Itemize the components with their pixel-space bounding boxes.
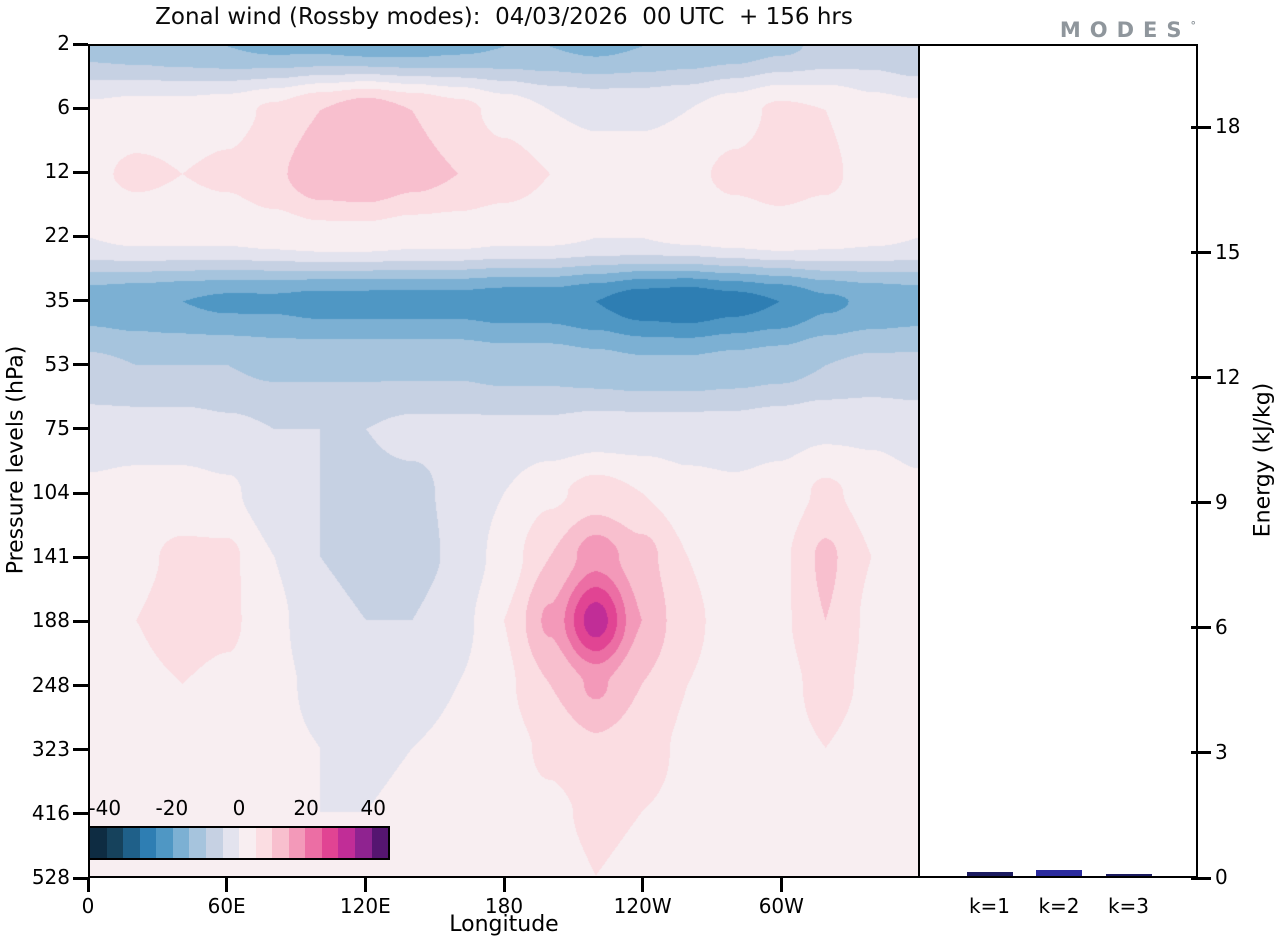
longitude-tick-label: 120W: [613, 894, 672, 918]
colorbar-cell: [255, 828, 273, 858]
pressure-tick-mark: [73, 555, 88, 559]
modes-logo: MODES°: [1060, 18, 1196, 42]
colorbar-tick-label: -20: [155, 796, 189, 820]
pressure-tick-mark: [73, 363, 88, 367]
pressure-tick-label: 416: [31, 800, 70, 825]
colorbar-cell: [272, 828, 289, 858]
pressure-tick-label: 248: [31, 672, 70, 697]
colorbar-cell: [288, 828, 306, 858]
longitude-tick-mark: [502, 878, 506, 892]
energy-tick-label: 9: [1215, 489, 1228, 514]
longitude-axis-label: Longitude: [449, 912, 559, 937]
longitude-tick-mark: [641, 878, 645, 892]
colorbar-cell: [189, 828, 206, 858]
energy-tick-mark: [1191, 876, 1211, 880]
colorbar-cell: [205, 828, 223, 858]
pressure-tick-label: 6: [57, 95, 70, 120]
pressure-tick-label: 22: [44, 223, 70, 248]
pressure-axis-label: Pressure levels (hPa): [3, 345, 29, 575]
modes-logo-text: MODES: [1059, 18, 1191, 42]
energy-tick-label: 18: [1215, 114, 1241, 139]
longitude-tick-mark: [225, 878, 229, 892]
energy-tick-mark: [1191, 376, 1211, 380]
pressure-tick-label: 323: [31, 736, 70, 761]
energy-tick-label: 0: [1215, 865, 1228, 889]
energy-bar-k=1: [966, 871, 1013, 876]
contour-plot: [88, 44, 920, 878]
colorbar-cell: [123, 828, 140, 858]
pressure-tick-label: 188: [31, 608, 70, 633]
colorbar-cell: [239, 828, 256, 858]
pressure-tick-mark: [73, 748, 88, 752]
colorbar-tick-label: 20: [293, 796, 319, 820]
pressure-tick-mark: [73, 619, 88, 623]
energy-bar-panel: [920, 44, 1198, 878]
energy-tick-mark: [1191, 251, 1211, 254]
energy-tick-mark: [1191, 501, 1211, 505]
energy-tick-label: 15: [1215, 239, 1241, 264]
pressure-tick-mark: [73, 812, 88, 816]
colorbar-cell: [156, 828, 173, 858]
pressure-tick-mark: [73, 42, 88, 46]
energy-tick-label: 12: [1215, 364, 1241, 389]
pressure-tick-mark: [73, 106, 88, 110]
colorbar-cell: [355, 828, 372, 858]
longitude-tick-label: 60W: [758, 894, 804, 918]
energy-bar-k=3: [1105, 873, 1152, 876]
page-title: Zonal wind (Rossby modes): 04/03/2026 00…: [155, 4, 853, 30]
colorbar-cell: [321, 828, 339, 858]
longitude-tick-mark: [779, 878, 783, 892]
pressure-tick-label: 2: [57, 31, 70, 55]
colorbar-cell: [106, 828, 124, 858]
colorbar-cell: [90, 828, 107, 858]
energy-tick-mark: [1191, 751, 1211, 755]
pressure-tick-mark: [73, 684, 88, 688]
pressure-tick-label: 104: [31, 480, 70, 505]
pressure-tick-label: 53: [44, 351, 70, 376]
pressure-tick-mark: [73, 427, 88, 431]
colorbar-cell: [305, 828, 322, 858]
energy-tick-mark: [1191, 125, 1211, 129]
colorbar-cell: [172, 828, 190, 858]
colorbar-cell: [371, 828, 389, 858]
longitude-tick-mark: [363, 878, 367, 892]
pressure-tick-mark: [73, 234, 88, 238]
energy-tick-mark: [1191, 626, 1211, 630]
pressure-tick-label: 35: [44, 287, 70, 312]
colorbar-cell: [222, 828, 240, 858]
pressure-tick-label: 75: [44, 415, 70, 440]
energy-bar-k=2: [1036, 870, 1082, 876]
colorbar: [88, 826, 390, 860]
colorbar-tick-label: 40: [360, 796, 386, 820]
pressure-tick-mark: [73, 491, 88, 495]
pressure-tick-label: 528: [31, 865, 70, 889]
longitude-tick-label: 0: [81, 894, 95, 918]
energy-tick-label: 3: [1215, 739, 1228, 764]
pressure-tick-mark: [73, 876, 88, 880]
colorbar-cell: [338, 828, 355, 858]
pressure-tick-mark: [73, 299, 88, 303]
modes-logo-degree-icon: °: [1190, 19, 1197, 32]
energy-tick-label: 6: [1215, 614, 1228, 639]
pressure-tick-label: 141: [31, 544, 70, 569]
longitude-tick-label: 60E: [207, 894, 246, 918]
pressure-tick-label: 12: [44, 159, 70, 184]
longitude-tick-label: 180: [484, 894, 524, 918]
longitude-tick-mark: [86, 878, 90, 892]
pressure-tick-mark: [73, 170, 88, 174]
colorbar-tick-label: -40: [88, 796, 122, 820]
energy-bar-label: k=3: [1107, 894, 1150, 918]
colorbar-cell: [139, 828, 157, 858]
contour-canvas: [90, 46, 918, 876]
energy-bar-label: k=2: [1038, 894, 1080, 918]
energy-bar-label: k=1: [968, 894, 1011, 918]
colorbar-tick-label: 0: [232, 796, 246, 820]
longitude-tick-label: 120E: [339, 894, 391, 918]
energy-axis-label: Energy (kJ/kg): [1250, 382, 1276, 538]
